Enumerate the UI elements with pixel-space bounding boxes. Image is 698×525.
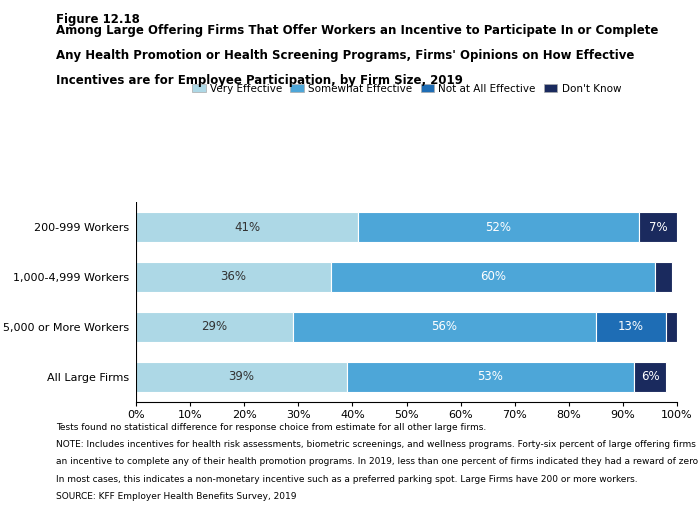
Bar [136, 212, 358, 242]
Text: 41%: 41% [234, 220, 260, 234]
Bar [136, 312, 293, 342]
Text: 6%: 6% [641, 370, 660, 383]
Text: Among Large Offering Firms That Offer Workers an Incentive to Participate In or : Among Large Offering Firms That Offer Wo… [56, 24, 658, 37]
Text: SOURCE: KFF Employer Health Benefits Survey, 2019: SOURCE: KFF Employer Health Benefits Sur… [56, 492, 297, 501]
Text: Tests found no statistical difference for response choice from estimate for all : Tests found no statistical difference fo… [56, 423, 486, 432]
Text: 39%: 39% [229, 370, 255, 383]
Text: an incentive to complete any of their health promotion programs. In 2019, less t: an incentive to complete any of their he… [56, 457, 698, 466]
Text: 52%: 52% [486, 220, 512, 234]
Text: NOTE: Includes incentives for health risk assessments, biometric screenings, and: NOTE: Includes incentives for health ris… [56, 440, 698, 449]
Text: 13%: 13% [618, 320, 644, 333]
Bar [639, 212, 677, 242]
Text: 56%: 56% [431, 320, 457, 333]
Bar [136, 262, 331, 292]
Bar [596, 312, 666, 342]
Text: 53%: 53% [477, 370, 503, 383]
Text: 36%: 36% [221, 270, 246, 284]
Bar [666, 312, 677, 342]
Bar [331, 262, 655, 292]
Text: Any Health Promotion or Health Screening Programs, Firms' Opinions on How Effect: Any Health Promotion or Health Screening… [56, 49, 634, 62]
Bar [347, 362, 634, 392]
Text: In most cases, this indicates a non-monetary incentive such as a preferred parki: In most cases, this indicates a non-mone… [56, 475, 637, 484]
Text: Incentives are for Employee Participation, by Firm Size, 2019: Incentives are for Employee Participatio… [56, 74, 463, 87]
Bar [358, 212, 639, 242]
Text: 60%: 60% [480, 270, 506, 284]
Text: 29%: 29% [202, 320, 228, 333]
Legend: Very Effective, Somewhat Effective, Not at All Effective, Don't Know: Very Effective, Somewhat Effective, Not … [192, 83, 621, 93]
Bar [655, 262, 671, 292]
Bar [136, 362, 347, 392]
Text: Figure 12.18: Figure 12.18 [56, 13, 140, 26]
Bar [634, 362, 666, 392]
Text: 7%: 7% [649, 220, 667, 234]
Bar [293, 312, 596, 342]
